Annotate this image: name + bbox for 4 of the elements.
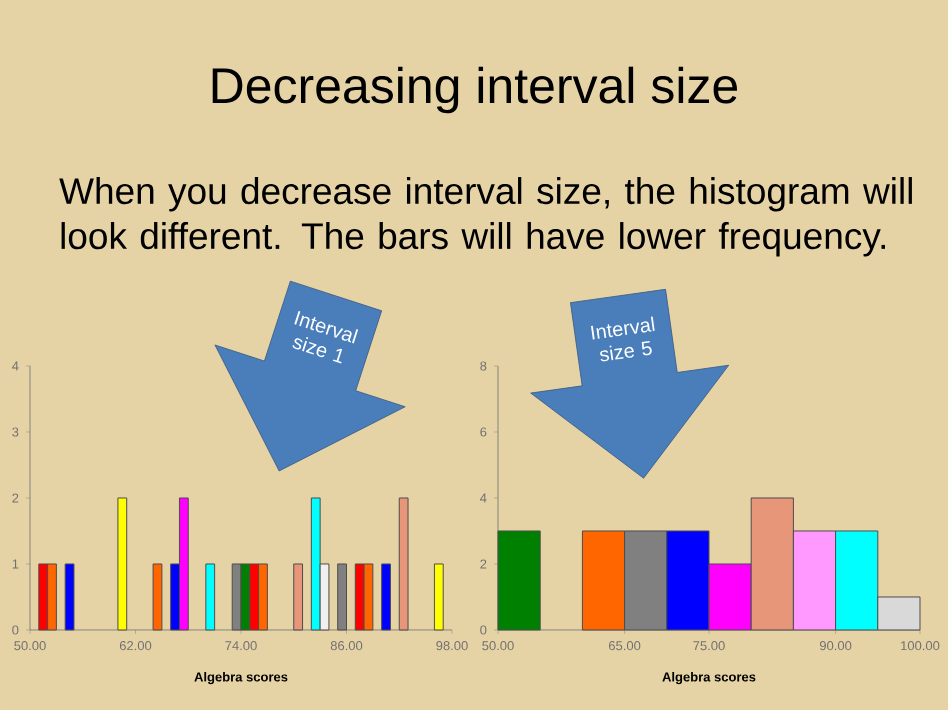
chart-title: Decreasing interval size [212, 66, 738, 114]
text: Interval size 1 [292, 311, 359, 364]
text: Interval size 5 [590, 316, 655, 362]
text: When you decrease interval size, the histogram will look different. The bars will have lower frequency. [59, 177, 912, 257]
